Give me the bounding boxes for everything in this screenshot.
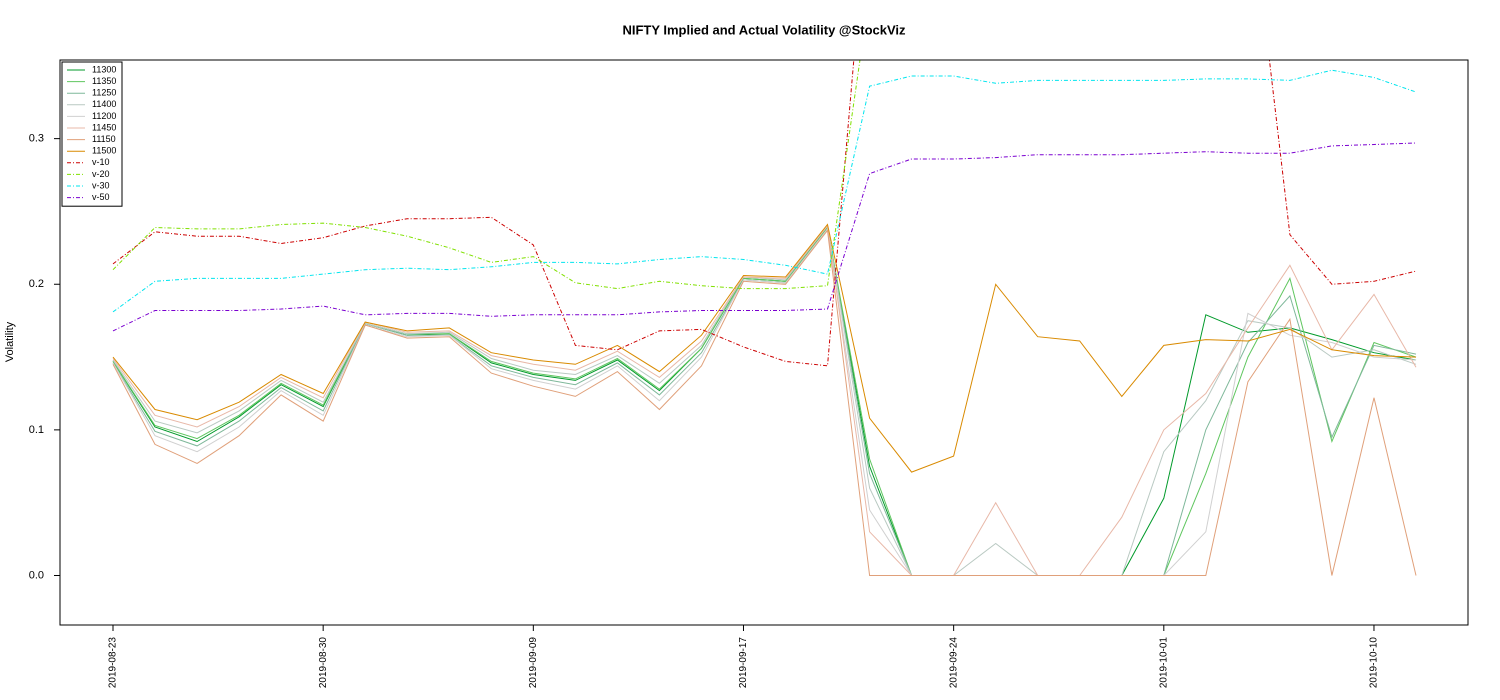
legend-label: 11250 bbox=[92, 88, 116, 98]
y-axis-label: Volatility bbox=[4, 321, 16, 362]
x-tick-label: 2019-10-01 bbox=[1158, 637, 1169, 689]
y-tick-label: 0.2 bbox=[29, 278, 44, 290]
series-line bbox=[112, 227, 1417, 576]
x-tick-label: 2019-09-24 bbox=[948, 637, 959, 689]
legend-label: 11400 bbox=[92, 99, 116, 109]
plot-frame bbox=[59, 59, 1469, 626]
legend-label: v-50 bbox=[92, 192, 110, 202]
y-tick-label: 0.3 bbox=[29, 133, 44, 145]
legend-label: v-10 bbox=[92, 157, 110, 167]
legend-label: 11450 bbox=[92, 122, 116, 132]
series-line bbox=[112, 226, 1417, 576]
legend-box bbox=[61, 61, 123, 207]
legend-label: 11150 bbox=[92, 134, 116, 144]
legend-label: 11300 bbox=[92, 64, 116, 74]
legend-label: v-30 bbox=[92, 180, 110, 190]
chart-title: NIFTY Implied and Actual Volatility @Sto… bbox=[622, 22, 906, 37]
series-line bbox=[112, 60, 861, 290]
legend-label: 11200 bbox=[92, 111, 116, 121]
series-line bbox=[112, 223, 1417, 473]
plot-lines bbox=[112, 60, 1417, 576]
series-line bbox=[112, 224, 1417, 576]
x-tick-label: 2019-08-30 bbox=[318, 637, 329, 689]
y-tick-label: 0.1 bbox=[29, 424, 44, 436]
x-tick-label: 2019-08-23 bbox=[108, 637, 119, 689]
series-line bbox=[112, 142, 1417, 332]
x-tick-label: 2019-09-17 bbox=[738, 637, 749, 689]
x-tick-label: 2019-10-10 bbox=[1369, 637, 1380, 689]
series-line bbox=[112, 60, 1417, 367]
x-tick-label: 2019-09-09 bbox=[528, 637, 539, 689]
series-line bbox=[112, 229, 1417, 576]
legend-label: v-20 bbox=[92, 169, 110, 179]
series-line bbox=[112, 224, 1417, 576]
y-tick-label: 0.0 bbox=[29, 569, 44, 581]
legend-label: 11500 bbox=[92, 146, 116, 156]
series-line bbox=[112, 69, 1417, 313]
legend-label: 11350 bbox=[92, 76, 116, 86]
